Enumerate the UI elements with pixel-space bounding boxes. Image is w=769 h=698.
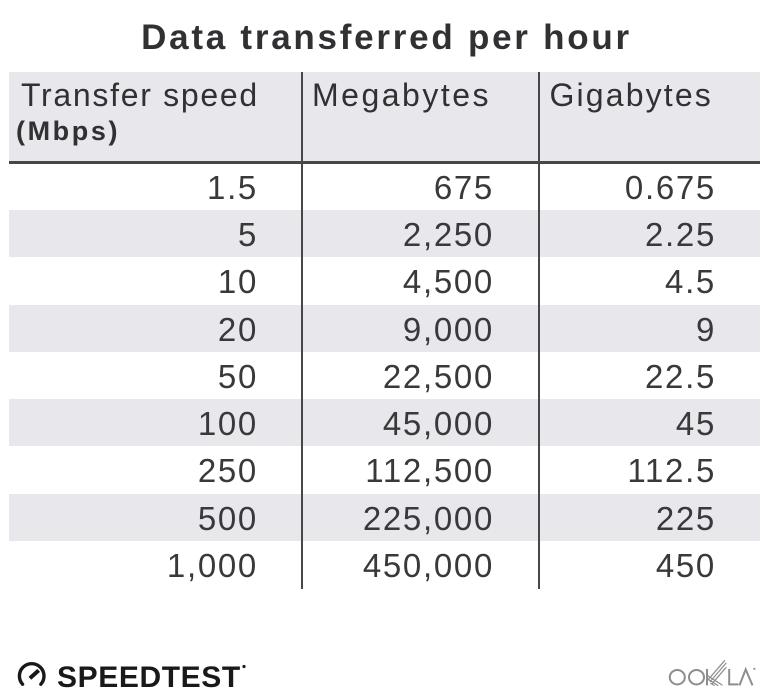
svg-text:SPEEDTEST: SPEEDTEST bbox=[57, 661, 241, 694]
